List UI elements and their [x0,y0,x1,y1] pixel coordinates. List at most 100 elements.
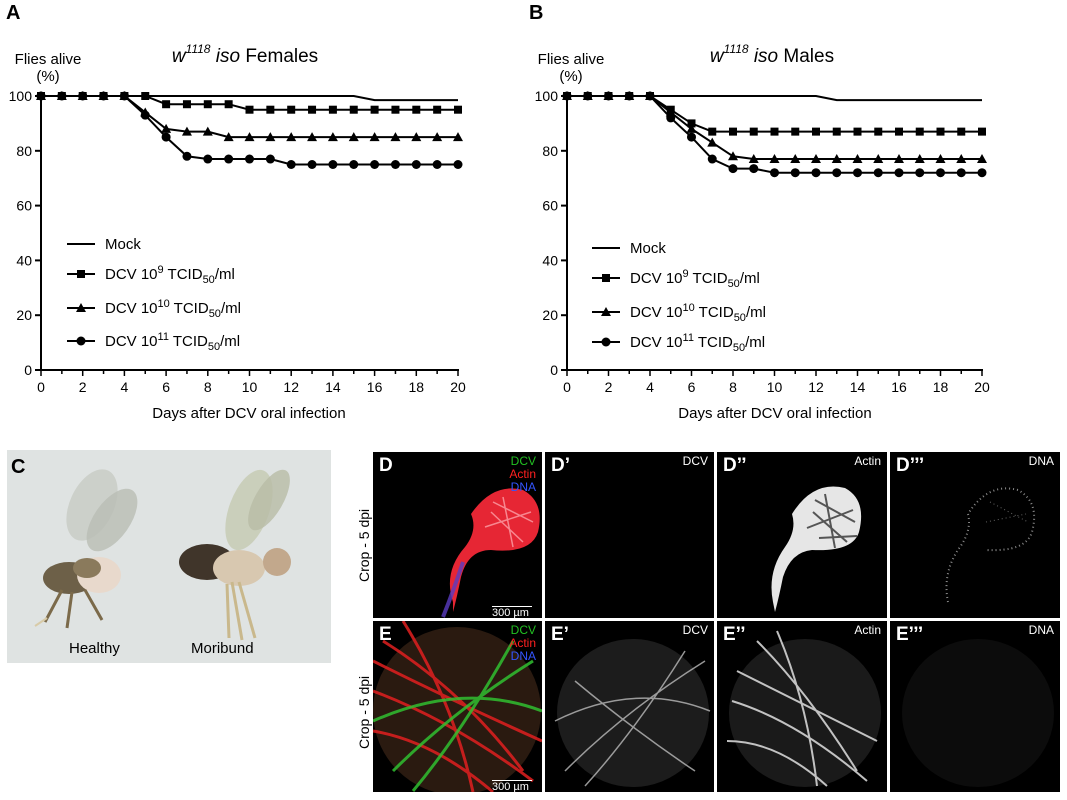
microscopy-panel-e2: E’’ Actin [717,621,887,792]
data-point [956,168,966,178]
data-point [432,160,442,169]
data-point [307,160,317,169]
data-point [453,160,463,169]
data-point [162,100,171,109]
data-point [411,132,422,142]
data-point [562,91,572,101]
microscopy-panel-d2: D’’ Actin [717,452,887,618]
scale-label: 300 µm [492,781,529,792]
data-point [645,91,655,101]
microscopy-panel-d: D DCV Actin DNA 300 µm [373,452,542,618]
data-point [370,105,379,114]
data-point [852,154,863,164]
title-iso: iso [216,46,240,67]
legend-marker [76,303,86,312]
data-point [266,105,275,114]
y-tick-label: 0 [550,362,558,378]
data-point [412,105,421,114]
x-tick-label: 20 [974,379,990,395]
title-iso: iso [754,46,778,67]
data-point [895,127,903,136]
legend-marker [76,336,86,346]
data-point [666,113,676,123]
channel-actin: Actin [509,636,536,650]
data-point [245,105,254,114]
x-tick-label: 2 [605,379,613,395]
data-point [769,154,780,164]
data-point [936,168,945,178]
panel-letter-e3: E’’’ [896,624,924,645]
healthy-fly-image [34,469,138,629]
data-point [119,91,129,101]
data-point [57,91,67,101]
microscopy-panel-d3: D’’’ DNA [890,452,1060,618]
survival-chart-females: Flies alive (%) w1118 iso Females Days a… [9,42,466,422]
data-point [604,91,613,101]
data-point [915,168,925,178]
data-point [707,137,718,147]
data-point [790,154,801,164]
healthy-label: Healthy [69,640,120,657]
data-point [140,110,150,120]
channel-dcv: DCV [682,623,708,637]
data-point [391,105,400,114]
channel-dna: DNA [1028,623,1054,637]
data-point [624,91,634,101]
axes-group: 0 20 40 60 80 100 0 2 4 6 8 10 12 14 16 18 20 [535,88,990,395]
data-point [873,168,883,178]
data-point [790,168,800,178]
data-point [791,127,800,136]
data-point [348,132,359,142]
data-point [328,105,337,114]
data-point [349,160,359,169]
y-tick-label: 60 [542,198,558,214]
data-point [369,132,380,142]
channel-dcv: DCV [682,454,708,468]
data-point [832,127,841,136]
data-point [161,132,171,142]
data-point [977,168,987,178]
channel-actin: Actin [854,454,881,468]
data-point [224,100,233,109]
data-point [453,132,463,142]
data-point [99,91,109,101]
data-point [831,154,842,164]
x-tick-label: 10 [242,379,258,395]
fly-photo-panel: C Healthy Moribund [7,450,331,663]
microscopy-panel-e3: E’’’ DNA [890,621,1060,792]
data-point [957,127,966,136]
x-tick-label: 4 [646,379,654,395]
data-point [707,154,717,164]
data-point [433,105,442,114]
data-point [307,132,318,142]
x-tick-label: 12 [283,379,299,395]
legend-label: DCV 1011 TCID50/ml [105,331,240,353]
x-tick-label: 0 [563,379,571,395]
y-tick-label: 100 [9,88,33,104]
series-line-2 [41,95,458,139]
channel-dna: DNA [510,480,536,494]
data-point [265,132,276,142]
data-point [78,91,88,101]
x-tick-label: 2 [79,379,87,395]
data-point [811,154,821,164]
data-point [770,127,779,136]
chart-title: w1118 iso Females [172,42,318,67]
moribund-fly-image [179,469,291,641]
channel-legend: DCV Actin DNA [509,455,536,494]
data-point [308,105,317,114]
dcv-channel-image [554,639,711,787]
y-tick-label: 80 [542,143,558,159]
y-tick-label: 60 [16,198,32,214]
data-point [728,164,738,174]
channel-dna: DNA [1028,454,1054,468]
title-rest: Females [245,46,318,67]
x-tick-label: 18 [409,379,425,395]
scale-label: 300 µm [492,607,529,618]
x-tick-label: 16 [367,379,383,395]
x-tick-label: 14 [850,379,866,395]
ylabel-line1: Flies alive [15,51,82,68]
plot-group [562,91,987,178]
x-tick-label: 14 [325,379,341,395]
legend-label: Mock [630,240,666,257]
